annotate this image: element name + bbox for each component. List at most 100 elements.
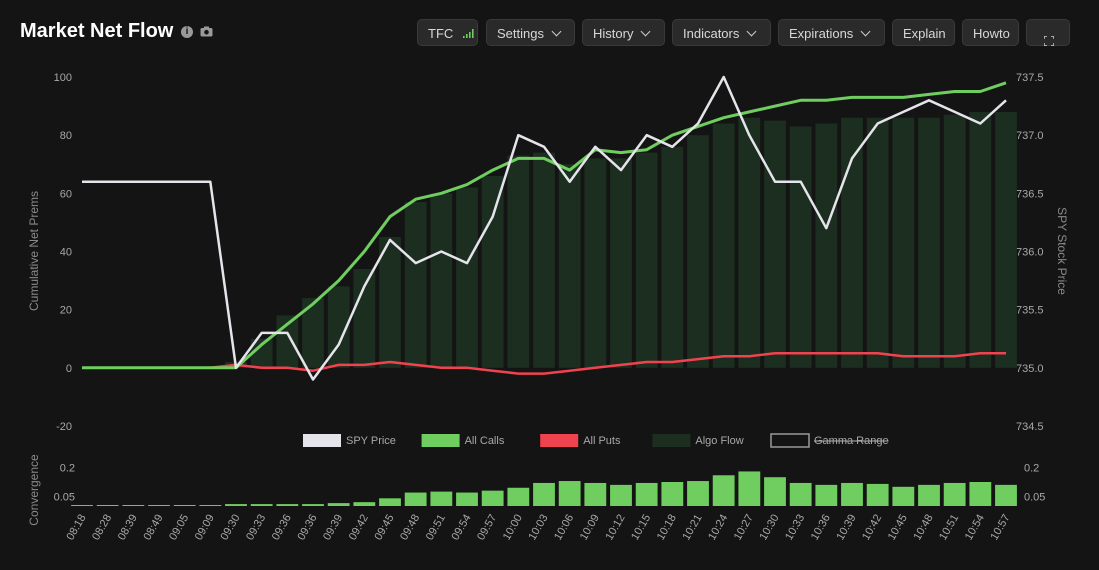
legend-swatch [303, 434, 341, 447]
x-axis-tick-label: 10:45 [886, 513, 910, 543]
x-axis-tick-label: 10:18 [655, 513, 679, 543]
x-axis-tick-label: 09:09 [193, 513, 217, 543]
algo-flow-bar [353, 268, 376, 368]
algo-flow-bar [404, 202, 427, 368]
x-axis-tick-label: 10:33 [783, 513, 807, 543]
convergence-bar [789, 482, 812, 506]
settings-label: Settings [497, 26, 544, 41]
x-axis-tick-label: 09:42 [347, 513, 371, 543]
howto-button[interactable]: Howto [962, 19, 1019, 46]
x-axis-tick-label: 09:33 [244, 513, 268, 543]
x-axis-tick-label: 10:00 [501, 513, 525, 543]
info-icon[interactable]: i [181, 26, 193, 38]
x-axis-tick-label: 08:49 [141, 513, 165, 543]
right-axis-tick-label: 737.0 [1016, 130, 1044, 142]
convergence-bar [892, 486, 915, 506]
x-axis-tick-label: 10:03 [526, 513, 550, 543]
legend-swatch [652, 434, 691, 447]
expirations-label: Expirations [789, 26, 854, 41]
x-axis-tick-label: 09:57 [475, 513, 499, 543]
convergence-bar [327, 503, 350, 506]
convergence-axis-title: Convergence [27, 454, 41, 526]
algo-flow-bar [456, 187, 478, 368]
camera-icon[interactable] [200, 26, 213, 40]
explain-label: Explain [903, 26, 946, 41]
legend-swatch [540, 434, 579, 447]
algo-flow-bar [250, 338, 273, 368]
convergence-bar [764, 477, 786, 506]
x-axis-tick-label: 09:36 [295, 513, 319, 543]
convergence-bar [379, 498, 401, 506]
indicators-label: Indicators [683, 26, 740, 41]
algo-flow-bar [430, 193, 453, 368]
algo-flow-bar [379, 236, 401, 368]
algo-flow-bar [327, 286, 350, 368]
convergence-bar [302, 504, 324, 506]
algo-flow-bar [995, 111, 1017, 368]
x-axis-tick-label: 10:06 [552, 513, 576, 543]
algo-flow-bar [918, 117, 940, 368]
legend-label: SPY Price [346, 435, 396, 447]
fullscreen-button[interactable] [1026, 19, 1070, 47]
convergence-bar [558, 481, 581, 506]
convergence-bar [918, 484, 940, 506]
right-axis-tick-label: 736.5 [1016, 188, 1044, 200]
legend-label: Algo Flow [695, 435, 743, 447]
algo-flow-bar [507, 155, 530, 368]
convergence-bar [456, 492, 478, 506]
howto-label: Howto [973, 26, 1010, 41]
algo-flow-bar [866, 117, 889, 368]
x-axis-tick-label: 10:54 [963, 513, 987, 543]
x-axis-tick-label: 10:51 [937, 513, 961, 543]
right-axis-tick-label: 735.0 [1016, 363, 1044, 375]
right-axis-tick-label: 737.5 [1016, 72, 1044, 84]
algo-flow-bar [610, 158, 632, 368]
convergence-bar [404, 492, 427, 506]
convergence-bar [173, 505, 196, 506]
convergence-bar [250, 504, 273, 506]
algo-flow-bar [481, 175, 504, 368]
left-axis-tick-label: 40 [60, 247, 72, 259]
right-axis-tick-label: 735.5 [1016, 305, 1044, 317]
x-axis-tick-label: 08:28 [90, 513, 114, 543]
x-axis-tick-label: 09:05 [167, 513, 191, 543]
x-axis-tick-label: 10:12 [603, 513, 627, 543]
convergence-bar [738, 471, 761, 506]
legend-swatch [421, 434, 460, 447]
history-button[interactable]: History [582, 19, 665, 46]
convergence-bar [533, 482, 555, 506]
convergence-tick-label: 0.05 [54, 491, 75, 503]
left-axis-title: Cumulative Net Prems [27, 191, 41, 311]
convergence-bar [712, 475, 735, 506]
explain-button[interactable]: Explain [892, 19, 955, 46]
left-axis-tick-label: 0 [66, 363, 72, 375]
x-axis-tick-label: 09:51 [424, 513, 448, 543]
spy-price-line [82, 75, 1007, 381]
x-axis-tick-label: 09:48 [398, 513, 422, 543]
right-axis-title: SPY Stock Price [1055, 207, 1069, 295]
convergence-bar [969, 482, 992, 506]
convergence-bar [584, 482, 607, 506]
algo-flow-bar [764, 120, 786, 368]
algo-flow-bar [943, 114, 966, 368]
convergence-bar [353, 502, 376, 506]
tfc-button[interactable]: TFC [417, 19, 478, 46]
x-axis-tick-label: 10:24 [706, 513, 730, 543]
settings-button[interactable]: Settings [486, 19, 575, 46]
algo-flow-bar [712, 123, 735, 368]
x-axis-tick-label: 09:36 [270, 513, 294, 543]
left-axis-tick-label: 60 [60, 188, 72, 200]
convergence-bar [122, 505, 145, 506]
expirations-button[interactable]: Expirations [778, 19, 885, 46]
legend-label: All Calls [465, 435, 505, 447]
convergence-right-tick-label: 0.05 [1024, 491, 1045, 503]
convergence-bar [96, 505, 119, 506]
convergence-tick-label: 0.2 [60, 463, 75, 475]
convergence-bar [276, 504, 299, 506]
x-axis-tick-label: 10:21 [680, 513, 704, 543]
convergence-bar [430, 491, 453, 506]
convergence-bar [71, 505, 93, 506]
x-axis-tick-label: 10:09 [578, 513, 602, 543]
indicators-button[interactable]: Indicators [672, 19, 771, 46]
